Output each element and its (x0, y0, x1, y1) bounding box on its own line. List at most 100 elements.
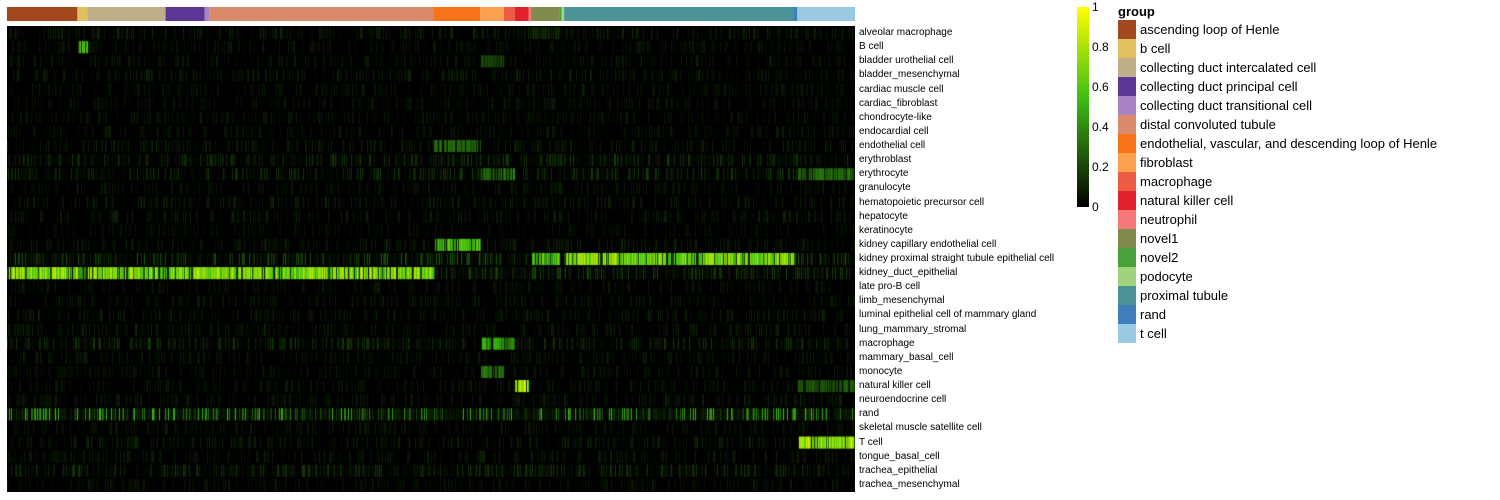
row-label: macrophage (859, 337, 915, 349)
annotation-segment-5 (209, 7, 434, 21)
annotation-segment-11 (531, 7, 560, 21)
row-label: natural killer cell (859, 380, 931, 392)
legend-item: novel2 (1118, 248, 1498, 267)
row-label: tongue_basal_cell (859, 450, 940, 462)
legend-item: neutrophil (1118, 210, 1498, 229)
legend-swatch (1118, 39, 1136, 58)
row-label: B cell (859, 41, 884, 53)
row-label: rand (859, 408, 880, 420)
annotation-segment-1 (77, 7, 88, 21)
legend-item: b cell (1118, 39, 1498, 58)
row-label: kidney capillary endothelial cell (859, 238, 997, 250)
legend-label: t cell (1140, 326, 1167, 341)
color-scale-ticks: 0 0.2 0.4 0.6 0.8 1 (1092, 0, 1122, 220)
annotation-segment-8 (503, 7, 515, 21)
legend-label: collecting duct principal cell (1140, 79, 1298, 94)
row-label: monocyte (859, 365, 903, 377)
legend-label: novel2 (1140, 250, 1179, 265)
annotation-segment-12 (559, 7, 562, 21)
row-label: trachea_epithelial (859, 464, 938, 476)
row-label: neuroendocrine cell (859, 394, 947, 406)
annotation-segment-10 (528, 7, 532, 21)
legend-item: t cell (1118, 324, 1498, 343)
legend-item: podocyte (1118, 267, 1498, 286)
legend-label: novel1 (1140, 231, 1179, 246)
row-label: hepatocyte (859, 210, 908, 222)
annotation-segment-4 (204, 7, 210, 21)
row-label: bladder urothelial cell (859, 55, 954, 67)
row-label: cardiac_fibroblast (859, 97, 938, 109)
row-label: erythroblast (859, 154, 912, 166)
legend-item: endothelial, vascular, and descending lo… (1118, 134, 1498, 153)
legend-item: collecting duct transitional cell (1118, 96, 1498, 115)
row-label: granulocyte (859, 182, 911, 194)
row-label: trachea_mesenchymal (859, 478, 960, 490)
legend-label: natural killer cell (1140, 193, 1234, 208)
legend-swatch (1118, 267, 1136, 286)
row-labels: alveolar macrophage B cell bladder urothel… (859, 26, 1089, 492)
annotation-segment-0 (7, 7, 78, 21)
row-label: skeletal muscle satellite cell (859, 422, 982, 434)
legend-label: distal convoluted tubule (1140, 117, 1276, 132)
legend-label: macrophage (1140, 174, 1213, 189)
legend-label: ascending loop of Henle (1140, 22, 1280, 37)
legend-label: podocyte (1140, 269, 1193, 284)
legend-swatch (1118, 191, 1136, 210)
color-scale-tick-label: 0.2 (1092, 160, 1109, 174)
legend-label: proximal tubule (1140, 288, 1229, 303)
color-scale-tick-label: 0 (1092, 200, 1099, 214)
color-scale-tick-label: 0.6 (1092, 80, 1109, 94)
legend-label: fibroblast (1140, 155, 1193, 170)
legend-label: collecting duct intercalated cell (1140, 60, 1317, 75)
legend-label: rand (1140, 307, 1167, 322)
legend-label: neutrophil (1140, 212, 1198, 227)
row-label: limb_mesenchymal (859, 295, 945, 307)
annotation-segment-2 (87, 7, 166, 21)
legend-swatch (1118, 286, 1136, 305)
row-label: mammary_basal_cell (859, 351, 954, 363)
legend-label: endothelial, vascular, and descending lo… (1140, 136, 1438, 151)
legend-swatch (1118, 20, 1136, 39)
row-label: late pro-B cell (859, 281, 921, 293)
legend-swatch (1118, 210, 1136, 229)
row-label: endocardial cell (859, 125, 929, 137)
legend-swatch (1118, 248, 1136, 267)
annotation-segment-14 (564, 7, 794, 21)
legend-item: fibroblast (1118, 153, 1498, 172)
group-legend: group ascending loop of Henle b cell colle… (1118, 4, 1498, 343)
row-label: alveolar macrophage (859, 27, 953, 39)
legend-title: group (1118, 4, 1155, 19)
color-scale-tick-label: 0.4 (1092, 120, 1109, 134)
annotation-segment-9 (514, 7, 529, 21)
legend-label: collecting duct transitional cell (1140, 98, 1312, 113)
column-group-annotation-bar (7, 7, 855, 21)
heatmap-matrix (7, 26, 855, 492)
legend-item: collecting duct principal cell (1118, 77, 1498, 96)
legend-swatch (1118, 153, 1136, 172)
row-label: endothelial cell (859, 140, 926, 152)
legend-item: rand (1118, 305, 1498, 324)
legend-swatch (1118, 96, 1136, 115)
legend-item: proximal tubule (1118, 286, 1498, 305)
color-scale-tick-label: 1 (1092, 0, 1099, 14)
row-label: hematopoietic precursor cell (859, 196, 985, 208)
legend-swatch (1118, 77, 1136, 96)
legend-swatch (1118, 305, 1136, 324)
row-label: lung_mammary_stromal (859, 323, 967, 335)
row-label: luminal epithelial cell of mammary gland (859, 309, 1037, 321)
legend-swatch (1118, 134, 1136, 153)
row-label: kidney_duct_epithelial (859, 267, 958, 279)
color-scale-bar (1077, 7, 1089, 207)
annotation-segment-7 (480, 7, 504, 21)
row-label: erythrocyte (859, 168, 909, 180)
annotation-segment-13 (561, 7, 565, 21)
legend-item: ascending loop of Henle (1118, 20, 1498, 39)
color-scale-gradient (1077, 7, 1089, 207)
legend-item: macrophage (1118, 172, 1498, 191)
row-label: kidney proximal straight tubule epitheli… (859, 253, 1055, 264)
legend-swatch (1118, 324, 1136, 343)
legend-swatch (1118, 172, 1136, 191)
legend-items: ascending loop of Henle b cell collecting … (1118, 20, 1498, 343)
row-label: chondrocyte-like (859, 111, 932, 123)
color-scale-tick-label: 0.8 (1092, 40, 1109, 54)
